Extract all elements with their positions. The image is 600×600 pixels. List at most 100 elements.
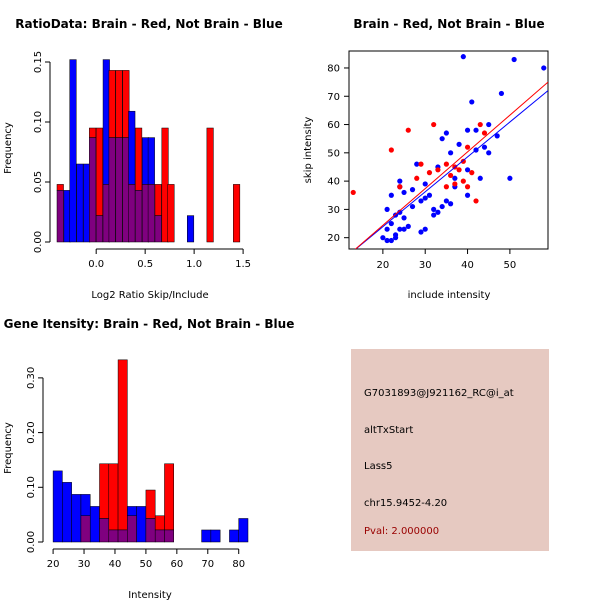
not-brain-point-6: [388, 192, 394, 198]
x-tick-label: 0.0: [88, 259, 104, 270]
not-brain-point-34: [443, 198, 449, 204]
not-brain-point-16: [401, 189, 407, 196]
not-brain-point-31: [439, 136, 445, 142]
scatter-axes: 20 30 40 50 20 30 40 50 60 70 80: [327, 63, 516, 271]
y-tick-label: 20: [327, 233, 340, 244]
not-brain-point-50: [486, 150, 492, 156]
brain-point-12: [452, 181, 458, 187]
brain-point-0: [350, 189, 356, 196]
x-tick-label: 20: [377, 260, 390, 271]
brain-point-5: [418, 161, 424, 167]
bar-not-brain-11: [128, 110, 136, 185]
bar-not-brain-9: [136, 506, 147, 543]
brain-point-8: [435, 167, 441, 173]
bar-overlap-15: [154, 215, 162, 243]
brain-point-1: [388, 147, 394, 153]
bar-not-brain-20: [187, 215, 195, 243]
scatter-fit-lines: [354, 81, 548, 249]
bar-not-brain-16: [201, 529, 212, 543]
p-value: Pval: 2.000000: [364, 526, 440, 537]
not-brain-point-52: [498, 90, 505, 97]
scatter-ylabel: skip intensity: [303, 117, 314, 184]
bar-brain-10: [145, 489, 156, 519]
event-type: altTxStart: [364, 425, 414, 436]
brain-fit-line: [354, 81, 548, 249]
bar-not-brain-14: [147, 137, 155, 185]
y-tick-label: 30: [327, 205, 340, 216]
bar-overlap-0: [56, 190, 64, 243]
scatter-title: Brain - Red, Not Brain - Blue: [353, 17, 544, 31]
not-brain-point-53: [507, 175, 513, 181]
y-tick-label: 0.10: [33, 111, 44, 133]
not-brain-point-2: [384, 226, 390, 232]
bar-not-brain-13: [141, 137, 149, 185]
ratio-histogram: RatioData: Brain - Red, Not Brain - Blue…: [3, 17, 283, 301]
not-brain-point-15: [401, 226, 407, 232]
intensity-scatter: Brain - Red, Not Brain - Blue 20 30 40 5020…: [303, 17, 549, 301]
intensity-xlabel: Intensity: [128, 590, 172, 600]
not-brain-point-49: [486, 121, 492, 128]
ratio-axes: 0.0 0.5 1.0 1.5 0.00 0.05 0.10 0.15: [33, 51, 251, 270]
bar-overlap-10: [145, 518, 156, 543]
bar-brain-7: [117, 359, 128, 531]
not-brain-point-1: [384, 237, 390, 244]
ratio-xlabel: Log2 Ratio Skip/Include: [91, 290, 208, 301]
scatter-xlabel: include intensity: [408, 290, 491, 301]
brain-point-17: [464, 144, 471, 150]
not-brain-point-24: [422, 226, 428, 232]
y-tick-label: 0.15: [33, 51, 44, 73]
intensity-axes: 20 30 40 50 60 70 80 0.00 0.10 0.20 0.30: [26, 367, 245, 570]
ratio-title: RatioData: Brain - Red, Not Brain - Blue: [15, 17, 282, 31]
x-tick-label: 50: [140, 559, 153, 570]
not-brain-point-55: [541, 65, 547, 71]
y-tick-label: 0.05: [33, 171, 44, 193]
brain-point-14: [456, 167, 462, 173]
bar-overlap-7: [117, 529, 128, 543]
bar-overlap-7: [102, 184, 110, 243]
not-brain-point-3: [384, 206, 390, 212]
bar-not-brain-4: [83, 163, 91, 243]
bar-overlap-14: [147, 184, 155, 243]
bar-brain-12: [164, 463, 174, 531]
brain-point-7: [431, 121, 437, 128]
not-brain-point-28: [431, 212, 437, 218]
brain-point-19: [469, 170, 475, 176]
not-brain-point-41: [464, 167, 471, 173]
bar-brain-12: [135, 127, 143, 191]
intensity-ylabel: Frequency: [3, 422, 14, 474]
bar-not-brain-19: [229, 529, 239, 543]
not-brain-fit-line: [355, 90, 548, 249]
not-brain-point-36: [448, 150, 454, 156]
bar-overlap-13: [141, 184, 149, 243]
brain-point-9: [443, 184, 449, 190]
bar-brain-10: [122, 70, 130, 138]
bar-brain-5: [89, 127, 97, 138]
y-tick-label: 0.30: [26, 367, 37, 389]
brain-point-10: [443, 161, 449, 167]
bar-not-brain-0: [52, 470, 63, 543]
x-tick-label: 30: [78, 559, 91, 570]
not-brain-point-0: [380, 235, 386, 241]
bar-not-brain-2: [69, 59, 77, 243]
ratio-bars: [56, 59, 241, 243]
x-tick-label: 50: [504, 260, 517, 271]
not-brain-point-12: [397, 226, 403, 232]
bar-brain-15: [154, 184, 162, 216]
not-brain-point-35: [448, 201, 454, 207]
bar-brain-23: [206, 127, 214, 243]
not-brain-point-47: [477, 175, 483, 181]
scatter-points: [350, 54, 547, 244]
bar-overlap-8: [108, 137, 116, 243]
not-brain-point-44: [469, 99, 475, 105]
not-brain-point-45: [473, 127, 479, 133]
not-brain-point-48: [481, 144, 488, 150]
ratio-ylabel: Frequency: [3, 122, 14, 174]
x-tick-label: 30: [419, 260, 432, 271]
x-tick-label: 20: [47, 559, 60, 570]
y-tick-label: 0.10: [26, 476, 37, 498]
not-brain-point-27: [431, 206, 437, 212]
x-tick-label: 0.5: [137, 259, 153, 270]
brain-point-20: [473, 198, 479, 204]
x-tick-label: 60: [170, 559, 183, 570]
intensity-bars: [52, 359, 249, 543]
